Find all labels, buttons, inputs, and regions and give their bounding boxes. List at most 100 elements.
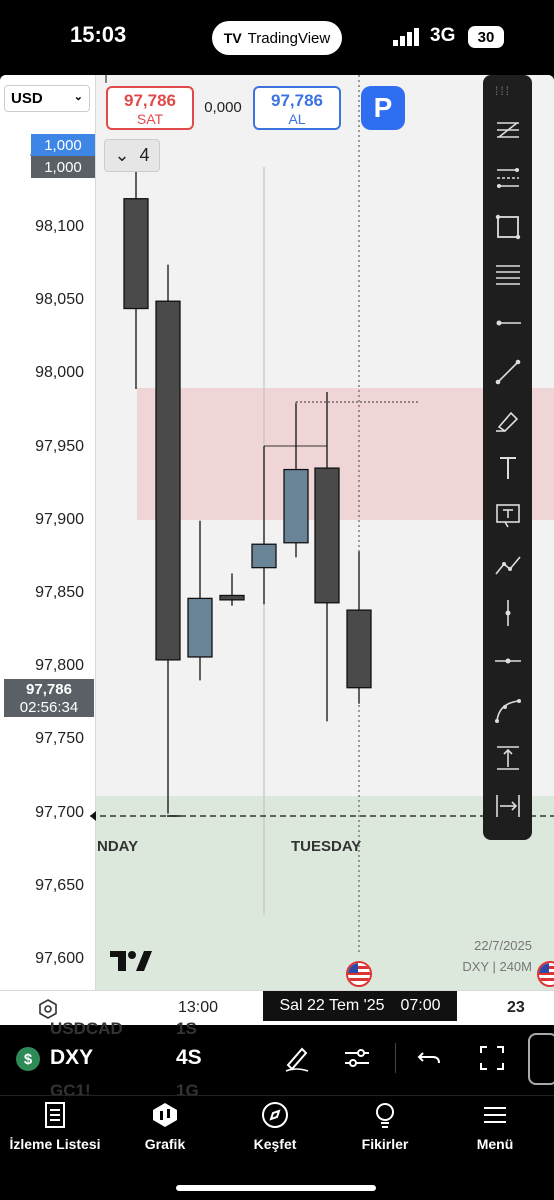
toolbar-button[interactable] <box>483 735 532 781</box>
day-label-tuesday: TUESDAY <box>291 838 362 855</box>
candle-body <box>314 467 340 604</box>
tab-menu[interactable]: Menü <box>440 1100 550 1152</box>
tab-chart[interactable]: Grafik <box>110 1100 220 1152</box>
curve-icon <box>494 698 521 723</box>
divider <box>395 1043 396 1073</box>
trend-lines-icon <box>496 122 519 138</box>
tab-label: Keşfet <box>253 1136 297 1152</box>
tab-ideas[interactable]: Fikirler <box>330 1100 440 1152</box>
candle-body <box>283 468 309 544</box>
collapse-panel-button[interactable]: ⌄ 4 <box>104 139 160 172</box>
candle-body <box>123 198 149 310</box>
tab-label: Fikirler <box>361 1136 409 1152</box>
sell-price: 97,786 <box>124 91 176 110</box>
toolbar-button[interactable] <box>483 107 532 153</box>
current-price-tag: 97,786 02:56:34 <box>4 679 94 717</box>
lightbulb-icon <box>376 1103 394 1128</box>
toolbar-button[interactable] <box>483 155 532 201</box>
sell-button[interactable]: 97,786 SAT <box>106 86 194 130</box>
toolbar-button[interactable] <box>483 300 532 346</box>
path-icon <box>494 556 521 575</box>
price-level-label: 97,600 <box>35 950 84 967</box>
price-level-label: 97,900 <box>35 510 84 528</box>
spread-value: 0,000 <box>204 99 242 116</box>
price-level-label: 97,850 <box>35 584 84 601</box>
candles-layer <box>90 75 554 955</box>
horizontal-line-icon <box>494 658 521 664</box>
time-axis[interactable]: 13:00 Sal 22 Tem '25 07:00 23 <box>0 990 554 1025</box>
price-arrow <box>90 811 96 821</box>
price-level-label: 98,000 <box>35 364 84 382</box>
drag-handle-icon[interactable]: ⁞⁞⁞ <box>495 84 512 98</box>
fullscreen-icon[interactable] <box>477 1043 507 1073</box>
cursor-date: Sal 22 Tem '25 <box>279 997 385 1014</box>
pen-icon[interactable] <box>282 1043 312 1073</box>
tab-label: İzleme Listesi <box>9 1136 101 1152</box>
toolbar-button[interactable] <box>483 783 532 829</box>
broker-logo-icon[interactable]: P <box>361 86 405 130</box>
buy-button[interactable]: 97,786 AL <box>253 86 341 130</box>
settings-hex-icon[interactable] <box>38 999 58 1019</box>
candle-body <box>155 300 181 661</box>
tab-watchlist[interactable]: İzleme Listesi <box>0 1100 110 1152</box>
compass-icon <box>262 1102 288 1128</box>
price-level-label: 97,700 <box>35 803 84 821</box>
drawing-toolbar: ⁞⁞⁞ <box>483 75 532 840</box>
toolbar-button[interactable] <box>483 493 532 539</box>
ghost-symbol: USDCAD <box>50 1019 123 1038</box>
chart-frame: USD ⌄ 9 1,000 1,000 98,10098,05098,00097… <box>0 75 554 1025</box>
watchlist-icon <box>45 1102 65 1128</box>
time-label: 23 <box>507 999 525 1016</box>
candle-body <box>251 543 277 569</box>
chart-info: 22/7/2025 DXY | 240M <box>462 935 532 977</box>
toolbar-button[interactable] <box>483 204 532 250</box>
chevron-down-icon: ⌄ <box>73 91 83 103</box>
demand-zone[interactable] <box>96 796 554 990</box>
tab-explore[interactable]: Keşfet <box>220 1100 330 1152</box>
ghost-interval: 1S <box>176 1019 197 1038</box>
toolbar-button[interactable] <box>483 349 532 395</box>
candle-body <box>346 609 372 689</box>
time-label: 13:00 <box>178 999 219 1016</box>
menu-icon <box>484 1107 506 1123</box>
vertical-line-icon <box>505 600 510 626</box>
toolbar-button[interactable] <box>483 687 532 733</box>
tab-label: Menü <box>476 1136 514 1152</box>
toolbar-button[interactable] <box>483 542 532 588</box>
sell-qty-chip[interactable]: 1,000 <box>31 156 95 178</box>
toolbar-button[interactable] <box>483 638 532 684</box>
symbol-name[interactable]: DXY <box>50 1046 94 1069</box>
toolbar-button[interactable] <box>483 590 532 636</box>
buy-label: AL <box>288 111 306 127</box>
currency-value: USD <box>11 90 43 107</box>
us-flag-event-icon[interactable] <box>537 961 554 987</box>
text-box-icon <box>495 504 520 528</box>
sell-label: SAT <box>136 111 164 127</box>
symbol-bar: USDCAD 1S GC1! 1G $ DXY 4S <box>0 1019 554 1100</box>
currency-select[interactable]: USD ⌄ <box>4 85 90 112</box>
price-level-label: 97,950 <box>35 437 84 455</box>
toolbar-button[interactable] <box>483 252 532 298</box>
bottom-tab-bar: İzleme Listesi Grafik Keşfet Fikirler Me… <box>0 1095 554 1200</box>
price-range-icon <box>496 746 519 770</box>
cursor-time: 07:00 <box>400 997 441 1014</box>
app-pill-label: TradingView <box>247 29 331 47</box>
interval-select[interactable]: 4S <box>176 1046 202 1069</box>
toolbar-button[interactable] <box>483 445 532 491</box>
us-flag-event-icon[interactable] <box>346 961 372 987</box>
fib-icon <box>496 168 519 189</box>
brush-icon <box>495 411 518 432</box>
side-panel-tab[interactable] <box>528 1033 554 1085</box>
day-label-monday: NDAY <box>97 838 139 855</box>
status-time: 15:03 <box>70 22 127 47</box>
candle-body <box>219 594 245 601</box>
chevron-down-icon: ⌄ <box>114 145 130 165</box>
price-axis[interactable] <box>0 75 96 990</box>
indicators-icon[interactable] <box>342 1043 372 1073</box>
undo-icon[interactable] <box>415 1043 445 1073</box>
app-pill[interactable]: TV TradingView <box>212 21 342 55</box>
toolbar-button[interactable] <box>483 397 532 443</box>
buy-qty-chip[interactable]: 1,000 <box>31 134 95 156</box>
current-price: 97,786 <box>26 681 72 698</box>
